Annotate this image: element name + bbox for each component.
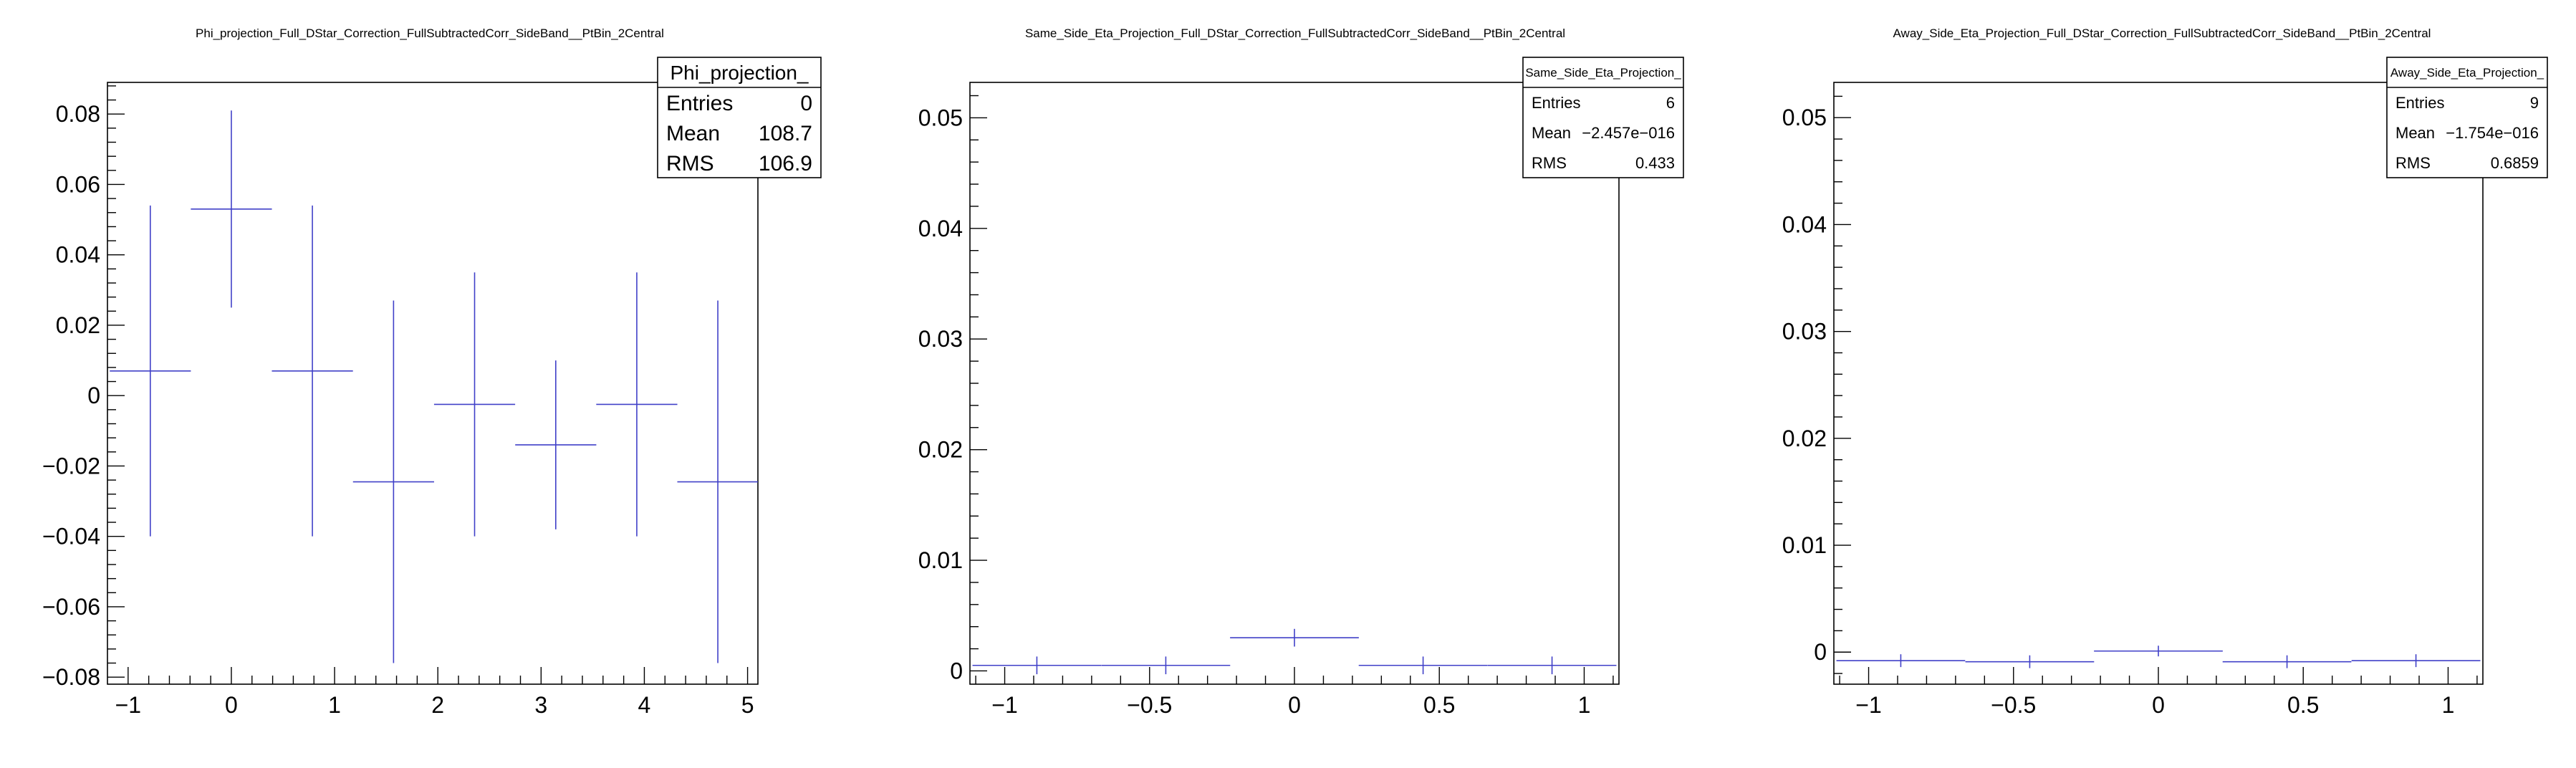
- stats-label: Mean: [1532, 124, 1571, 142]
- x-tick-label: 4: [638, 692, 651, 718]
- x-tick-label: 0: [2152, 692, 2165, 718]
- data-point: [972, 656, 1102, 675]
- data-point: [191, 110, 272, 308]
- stats-label: Entries: [666, 92, 733, 115]
- y-tick-label: 0.01: [1782, 532, 1827, 558]
- y-tick-label: 0.01: [918, 547, 963, 573]
- data-point: [352, 300, 434, 663]
- y-tick-label: 0.08: [56, 101, 100, 127]
- stats-value: −2.457e−016: [1582, 124, 1675, 142]
- data-point: [677, 300, 758, 663]
- y-tick-label: 0: [1814, 639, 1827, 665]
- plot-frame: [107, 82, 759, 685]
- panel-phi-projection: Phi_projection_Full_DStar_Correction_Ful…: [42, 27, 822, 718]
- plot-frame: [969, 82, 1620, 685]
- data-point: [433, 272, 516, 537]
- stats-box: Same_Side_Eta_Projection_ Entries 6 Mean −2.…: [1522, 57, 1684, 178]
- x-tick-label: −1: [115, 692, 141, 718]
- stats-label: Entries: [2395, 94, 2444, 112]
- stats-label: RMS: [666, 152, 714, 176]
- stats-box: Away_Side_Eta_Projection_ Entries 9 Mean −1.…: [2386, 57, 2548, 178]
- data-point: [1230, 628, 1359, 647]
- y-tick-label: −0.04: [42, 524, 100, 549]
- stats-box-frame: [657, 57, 822, 178]
- x-tick-label: 5: [741, 692, 754, 718]
- stats-value: 9: [2530, 94, 2539, 112]
- x-tick-label: 1: [328, 692, 341, 718]
- panel-away-side-eta-projection: Away_Side_Eta_Projection_Full_DStar_Corr…: [1782, 27, 2548, 718]
- x-tick-label: −1: [1855, 692, 1881, 718]
- data-point: [1965, 655, 2095, 668]
- y-tick-label: 0: [87, 383, 100, 408]
- stats-name: Away_Side_Eta_Projection_: [2390, 66, 2544, 80]
- y-tick-label: 0.05: [1782, 105, 1827, 130]
- stats-value: 0: [800, 92, 812, 115]
- stats-label: RMS: [1532, 154, 1567, 172]
- stats-box-frame: [1522, 57, 1684, 178]
- y-tick-label: 0.03: [918, 326, 963, 352]
- stats-label: Entries: [1532, 94, 1580, 112]
- data-point: [596, 272, 678, 537]
- stats-label: Mean: [2395, 124, 2435, 142]
- stats-value: 106.9: [759, 152, 812, 176]
- x-tick-label: 3: [534, 692, 547, 718]
- x-tick-label: 2: [431, 692, 444, 718]
- stats-box-frame: [2386, 57, 2548, 178]
- y-tick-label: 0.02: [56, 312, 100, 338]
- data-point: [110, 205, 191, 537]
- data-point: [2094, 645, 2223, 657]
- data-point: [1487, 656, 1617, 675]
- x-tick-label: −0.5: [1127, 692, 1172, 718]
- y-tick-label: 0.02: [1782, 426, 1827, 451]
- stats-label: RMS: [2395, 154, 2431, 172]
- stats-value: 0.6859: [2491, 154, 2539, 172]
- stats-value: 6: [1666, 94, 1675, 112]
- stats-label: Mean: [666, 122, 720, 145]
- data-point: [2351, 654, 2481, 668]
- stats-box: Phi_projection_ Entries 0 Mean 108.7 RMS 106.9: [657, 57, 822, 178]
- plot-frame: [1833, 82, 2484, 685]
- y-tick-label: 0: [950, 658, 963, 683]
- y-tick-label: 0.04: [1782, 211, 1827, 237]
- data-point: [271, 205, 353, 537]
- x-tick-label: 1: [2442, 692, 2455, 718]
- data-point: [1101, 656, 1231, 675]
- chart-title: Same_Side_Eta_Projection_Full_DStar_Corr…: [1025, 27, 1565, 40]
- y-tick-label: −0.02: [42, 453, 100, 479]
- y-tick-label: 0.02: [918, 437, 963, 463]
- y-tick-label: 0.03: [1782, 319, 1827, 345]
- y-tick-label: 0.05: [918, 105, 963, 130]
- chart-title: Phi_projection_Full_DStar_Correction_Ful…: [196, 27, 664, 40]
- stats-name: Phi_projection_: [670, 62, 808, 84]
- data-point: [2222, 655, 2352, 668]
- stats-value: 108.7: [759, 122, 812, 145]
- x-tick-label: 0.5: [2287, 692, 2319, 718]
- y-tick-label: 0.04: [918, 216, 963, 241]
- x-tick-label: −0.5: [1991, 692, 2036, 718]
- y-tick-label: −0.06: [42, 594, 100, 620]
- stats-value: −1.754e−016: [2446, 124, 2539, 142]
- panel-same-side-eta-projection: Same_Side_Eta_Projection_Full_DStar_Corr…: [918, 27, 1684, 718]
- data-point: [515, 360, 597, 529]
- y-tick-label: 0.06: [56, 171, 100, 197]
- stats-value: 0.433: [1635, 154, 1675, 172]
- y-tick-label: 0.04: [56, 242, 100, 268]
- x-tick-label: 0: [225, 692, 238, 718]
- y-tick-label: −0.08: [42, 664, 100, 690]
- x-tick-label: 0.5: [1423, 692, 1455, 718]
- data-point: [1836, 654, 1966, 668]
- stats-name: Same_Side_Eta_Projection_: [1525, 66, 1681, 80]
- x-tick-label: −1: [991, 692, 1017, 718]
- data-point: [1358, 656, 1488, 675]
- x-tick-label: 0: [1288, 692, 1301, 718]
- chart-title: Away_Side_Eta_Projection_Full_DStar_Corr…: [1893, 27, 2431, 40]
- x-tick-label: 1: [1578, 692, 1591, 718]
